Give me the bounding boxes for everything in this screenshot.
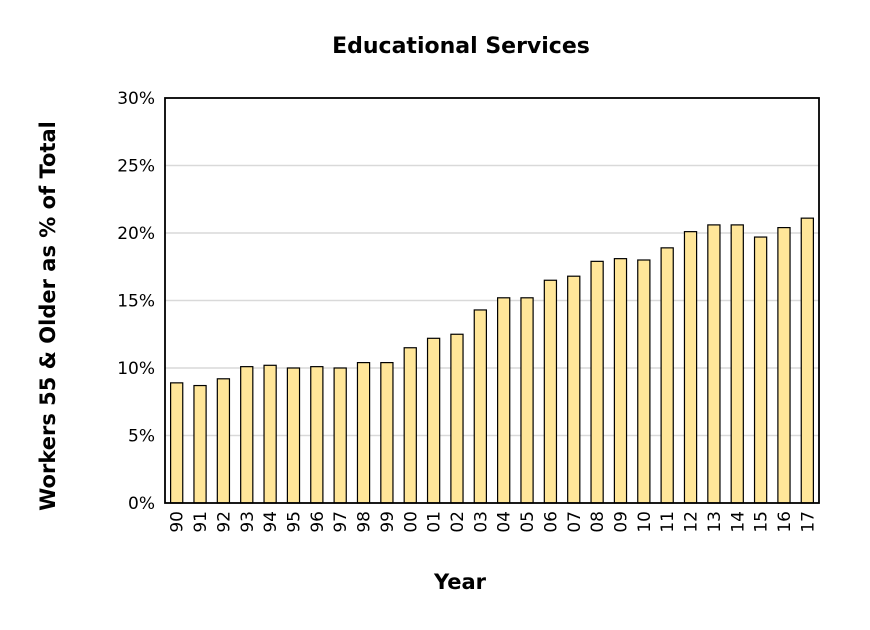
y-tick-label: 5% (128, 427, 155, 447)
x-tick-label: 00 (401, 511, 421, 533)
bars (170, 217, 814, 504)
y-tick-label: 25% (117, 157, 155, 177)
bar-05 (520, 297, 534, 504)
y-tick-label: 20% (117, 224, 155, 244)
x-tick-label: 14 (728, 511, 748, 533)
bar-92 (216, 378, 231, 504)
x-tick-label: 12 (682, 511, 702, 533)
bar-96 (310, 366, 324, 504)
x-tick-label: 08 (588, 511, 608, 533)
x-tick-label: 90 (168, 511, 188, 533)
x-tick-label: 09 (611, 511, 631, 533)
chart-title: Educational Services (332, 34, 590, 59)
x-tick-label: 97 (331, 511, 351, 533)
bar-11 (660, 247, 674, 504)
x-tick-label: 05 (518, 511, 538, 533)
x-tick-label: 16 (775, 511, 795, 533)
bar-12 (683, 231, 698, 504)
bar-16 (777, 227, 791, 504)
y-tick-label: 10% (117, 359, 155, 379)
x-tick-label: 01 (425, 511, 445, 533)
bar-94 (263, 364, 277, 504)
bar-15 (753, 236, 768, 504)
x-tick-label: 06 (541, 511, 561, 533)
x-axis-label: Year (433, 570, 487, 594)
x-tick-label: 95 (284, 511, 304, 533)
bar-10 (637, 259, 651, 504)
x-tick-label: 98 (355, 511, 375, 533)
bar-01 (426, 337, 441, 504)
y-tick-label: 30% (117, 89, 155, 109)
bar-02 (450, 333, 464, 504)
bar-06 (543, 279, 558, 504)
x-tick-label: 17 (798, 511, 818, 533)
bar-14 (730, 224, 744, 504)
bar-00 (403, 347, 417, 504)
x-tick-label: 94 (261, 511, 281, 533)
x-tick-label: 93 (238, 511, 258, 533)
y-tick-labels: 0% 5% 10% 15% 20% 25% 30% (117, 89, 155, 514)
gridlines (165, 164, 819, 437)
bar-95 (286, 367, 301, 504)
bar-91 (193, 384, 207, 504)
x-tick-labels: 90 91 92 93 94 95 96 97 98 99 00 01 02 03 04 05 06 07 08 09… (168, 511, 819, 533)
bar-03 (473, 309, 487, 504)
x-tick-label: 02 (448, 511, 468, 533)
y-tick-label: 0% (128, 494, 155, 514)
bar-09 (613, 258, 628, 504)
x-tick-label: 96 (308, 511, 328, 533)
bar-99 (380, 362, 394, 504)
x-tick-label: 04 (495, 511, 515, 533)
bar-97 (333, 367, 347, 504)
bar-08 (590, 260, 604, 504)
x-tick-label: 07 (565, 511, 585, 533)
bar-98 (356, 362, 371, 504)
x-tick-label: 99 (378, 511, 398, 533)
x-tick-label: 03 (471, 511, 491, 533)
plot-frame (164, 97, 820, 504)
x-tick-label: 92 (214, 511, 234, 533)
x-tick-label: 15 (752, 511, 772, 533)
bar-13 (707, 224, 721, 504)
x-tick-label: 13 (705, 511, 725, 533)
x-tick-label: 91 (191, 511, 211, 533)
y-tick-label: 15% (117, 292, 155, 312)
x-tick-label: 11 (658, 511, 678, 533)
bar-90 (170, 382, 184, 504)
bar-04 (497, 297, 511, 504)
bar-93 (240, 366, 254, 504)
bar-17 (800, 217, 814, 504)
x-tick-label: 10 (635, 511, 655, 533)
bar-07 (567, 275, 581, 504)
y-axis-label: Workers 55 & Older as % of Total (36, 121, 60, 511)
